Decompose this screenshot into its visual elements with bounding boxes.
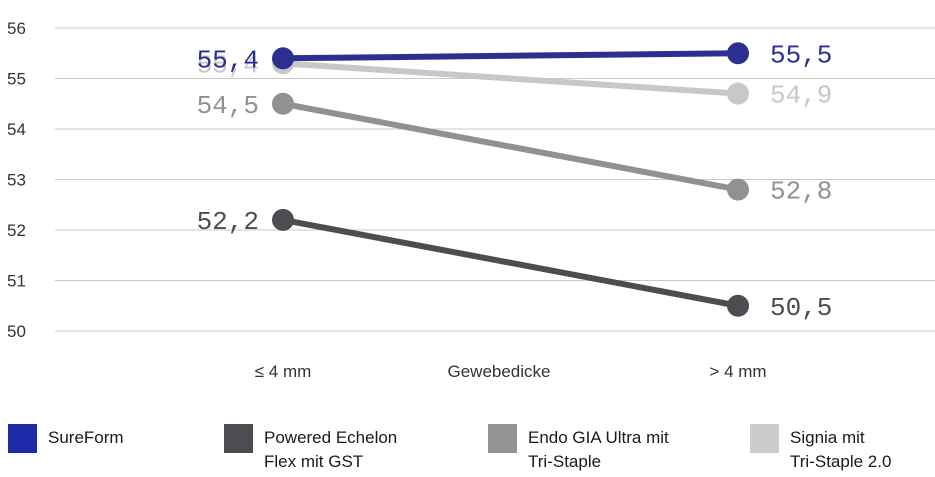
series-line (282, 100, 739, 193)
series-line (282, 50, 739, 62)
data-point (272, 92, 294, 115)
series-line (282, 60, 739, 97)
legend-label-line1: Signia mit (790, 428, 865, 447)
data-label: 54,9 (770, 81, 832, 111)
series-3: 55,4 54,9 (197, 50, 833, 110)
legend-label-line1: Endo GIA Ultra mit (528, 428, 669, 447)
legend-label: Signia mit Tri-Staple 2.0 (790, 426, 891, 474)
legend: SureForm Powered Echelon Flex mit GST En… (0, 424, 935, 477)
legend-label-line2: Flex mit GST (264, 452, 364, 471)
series-2: 54,5 52,8 (197, 91, 833, 207)
series-line (282, 216, 739, 309)
legend-swatch (8, 424, 37, 453)
legend-label-line2: Tri-Staple (528, 452, 602, 471)
legend-label-line1: Powered Echelon (264, 428, 398, 447)
legend-item-endo-gia: Endo GIA Ultra mit Tri-Staple (488, 424, 669, 474)
data-point (727, 42, 749, 65)
legend-label-line1: SureForm (48, 428, 124, 447)
data-label: 55,4 (197, 45, 259, 75)
legend-label: Powered Echelon Flex mit GST (264, 426, 397, 474)
x-tick-label: ≤ 4 mm (255, 362, 312, 381)
series-group: 55,4 54,9 54,5 52,8 52,2 50,5 55,4 55,5 (197, 40, 833, 323)
data-label: 55,5 (770, 40, 832, 70)
legend-label: SureForm (48, 426, 124, 450)
x-tick-label: > 4 mm (709, 362, 766, 381)
y-axis-ticks: 50 51 52 53 54 55 56 (7, 19, 26, 341)
x-axis-label: Gewebedicke (447, 362, 550, 381)
y-tick-label: 51 (7, 272, 26, 291)
data-point (272, 47, 294, 70)
y-tick-label: 52 (7, 221, 26, 240)
series-0: 55,4 55,5 (197, 40, 833, 75)
data-label: 50,5 (770, 293, 832, 323)
x-axis-ticks: ≤ 4 mm > 4 mm (255, 362, 767, 381)
y-tick-label: 56 (7, 19, 26, 38)
legend-swatch (488, 424, 517, 453)
legend-label-line2: Tri-Staple 2.0 (790, 452, 892, 471)
legend-swatch (224, 424, 253, 453)
data-point (727, 294, 749, 317)
data-label: 54,5 (197, 91, 259, 121)
series-1: 52,2 50,5 (197, 207, 833, 323)
y-tick-label: 54 (7, 120, 26, 139)
data-point (727, 178, 749, 201)
legend-label: Endo GIA Ultra mit Tri-Staple (528, 426, 669, 474)
data-point (727, 82, 749, 105)
data-label: 52,8 (770, 177, 832, 207)
data-label: 52,2 (197, 207, 259, 237)
legend-item-signia: Signia mit Tri-Staple 2.0 (750, 424, 891, 474)
data-label: 55,4 (197, 50, 259, 80)
y-tick-label: 55 (7, 70, 26, 89)
legend-item-powered-echelon: Powered Echelon Flex mit GST (224, 424, 397, 474)
legend-swatch (750, 424, 779, 453)
y-tick-label: 50 (7, 322, 26, 341)
legend-item-sureform: SureForm (8, 424, 124, 453)
data-point (272, 208, 294, 231)
y-tick-label: 53 (7, 171, 26, 190)
